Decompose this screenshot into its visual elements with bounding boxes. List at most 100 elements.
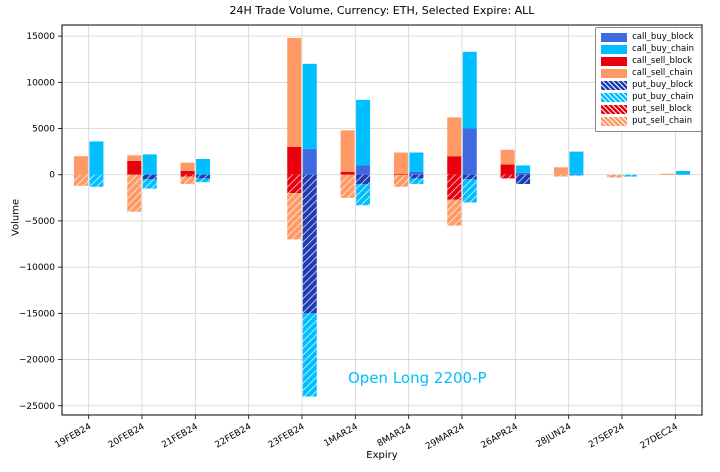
y-tick-label: −15000 (19, 309, 55, 319)
legend-item-call_sell_block: call_sell_block (601, 56, 694, 67)
y-tick-label: 15000 (26, 32, 55, 42)
bar-segment-call_sell_block (287, 146, 302, 175)
legend-label: call_buy_block (632, 32, 694, 42)
bar-segment-put_buy_chain (622, 174, 637, 177)
legend-item-call_sell_chain: call_sell_chain (601, 68, 694, 79)
legend-swatch-put_buy_block (601, 81, 628, 90)
legend-label: put_buy_block (632, 80, 694, 90)
legend-label: put_buy_chain (632, 92, 694, 102)
bar-segment-call_sell_block (127, 160, 142, 175)
y-tick-label: 0 (49, 171, 55, 181)
x-tick-label: 27SEP24 (587, 422, 627, 451)
legend-item-call_buy_block: call_buy_block (601, 32, 694, 43)
bar-segment-call_sell_block (180, 171, 195, 175)
bar-segment-call_buy_chain (196, 159, 211, 175)
bar-segment-put_buy_block (409, 174, 424, 179)
bar-segment-call_buy_chain (569, 151, 584, 174)
x-tick-label: 8MAR24 (376, 422, 414, 449)
legend-swatch-call_buy_chain (601, 45, 628, 54)
bar-segment-put_sell_chain (607, 174, 622, 178)
legend-swatch-put_sell_chain (601, 117, 628, 126)
bar-segment-put_buy_chain (356, 183, 371, 206)
bar-segment-call_sell_block (500, 164, 515, 175)
bar-segment-call_sell_chain (553, 167, 568, 175)
bar-segment-put_sell_chain (127, 174, 142, 212)
y-tick-label: −25000 (19, 402, 55, 412)
legend-item-put_buy_block: put_buy_block (601, 80, 694, 91)
legend-item-put_sell_chain: put_sell_chain (601, 116, 694, 127)
bar-segment-call_buy_chain (89, 141, 104, 175)
bar-segment-put_sell_chain (393, 174, 408, 187)
x-tick-label: 27DEC24 (639, 422, 680, 452)
bar-segment-call_buy_block (409, 171, 424, 175)
legend-label: put_sell_block (632, 104, 692, 114)
legend-label: call_sell_chain (632, 68, 693, 78)
bar-segment-put_buy_block (516, 174, 531, 184)
bar-segment-call_buy_chain (516, 165, 531, 173)
bar-segment-put_buy_chain (302, 313, 317, 397)
x-tick-label: 19FEB24 (54, 422, 94, 451)
chart-title: 24H Trade Volume, Currency: ETH, Selecte… (229, 4, 535, 17)
x-tick-label: 1MAR24 (322, 422, 360, 449)
legend-swatch-call_sell_chain (601, 69, 628, 78)
bar-segment-put_sell_chain (340, 174, 355, 198)
bar-segment-put_buy_chain (409, 178, 424, 184)
bar-segment-put_sell_block (500, 174, 515, 179)
legend-label: put_sell_chain (632, 116, 693, 126)
plot-border (61, 24, 703, 416)
bar-segment-put_sell_chain (553, 174, 568, 177)
bar-segment-call_sell_chain (660, 173, 675, 175)
x-tick-label: 20FEB24 (107, 422, 147, 451)
bar-segment-call_buy_chain (462, 51, 477, 129)
bar-segment-call_sell_chain (287, 37, 302, 147)
x-tick-label: 23FEB24 (267, 422, 307, 451)
bar-segment-call_sell_chain (127, 155, 142, 161)
y-tick-label: −5000 (25, 217, 56, 227)
bar-segment-call_buy_block (302, 148, 317, 175)
bar-segment-call_buy_block (356, 165, 371, 175)
y-tick-label: 10000 (26, 78, 55, 88)
legend-label: call_sell_block (632, 56, 693, 66)
x-tick-label: 29MAR24 (424, 422, 467, 452)
bar-segment-call_sell_chain (73, 156, 88, 175)
bar-segment-call_sell_chain (340, 130, 355, 172)
bar-segment-call_sell_block (447, 156, 462, 175)
bar-segment-put_buy_chain (196, 178, 211, 183)
bar-segment-call_sell_chain (393, 152, 408, 174)
x-axis-label: Expiry (366, 450, 398, 461)
bar-segment-call_sell_chain (180, 162, 195, 172)
bar-segment-call_buy_chain (676, 171, 691, 175)
y-tick-label: −20000 (19, 356, 55, 366)
bar-segment-put_sell_chain (287, 193, 302, 240)
bar-segment-call_sell_block (340, 171, 355, 175)
chart-annotation: Open Long 2200-P (348, 369, 487, 387)
x-tick-label: 28JUN24 (534, 422, 573, 450)
legend-label: call_buy_chain (632, 44, 694, 54)
bar-segment-call_buy_block (569, 173, 584, 175)
bar-segment-put_buy_block (302, 174, 317, 314)
x-tick-label: 21FEB24 (160, 422, 200, 451)
y-tick-label: −10000 (19, 263, 55, 273)
bar-segment-put_buy_block (142, 174, 157, 180)
bar-segment-put_sell_block (180, 174, 195, 177)
bar-segment-put_buy_chain (142, 179, 157, 189)
x-tick-label: 22FEB24 (214, 422, 254, 451)
legend-item-call_buy_chain: call_buy_chain (601, 44, 694, 55)
legend-swatch-put_sell_block (601, 105, 628, 114)
bar-segment-call_buy_chain (142, 154, 157, 175)
legend-swatch-call_sell_block (601, 57, 628, 66)
legend-swatch-put_buy_chain (601, 93, 628, 102)
bar-segment-call_sell_chain (500, 149, 515, 165)
bar-segment-put_buy_block (356, 174, 371, 184)
bar-segment-put_sell_chain (73, 174, 88, 186)
bar-segment-call_buy_block (462, 128, 477, 175)
x-tick-label: 26APR24 (480, 422, 521, 451)
bar-segment-call_buy_chain (409, 152, 424, 172)
bar-segment-call_sell_chain (447, 117, 462, 157)
bar-segment-put_buy_chain (89, 174, 104, 187)
bar-segment-put_sell_chain (447, 199, 462, 226)
bar-segment-put_buy_block (196, 174, 211, 179)
legend-item-put_buy_chain: put_buy_chain (601, 92, 694, 103)
y-tick-label: 5000 (32, 125, 55, 135)
